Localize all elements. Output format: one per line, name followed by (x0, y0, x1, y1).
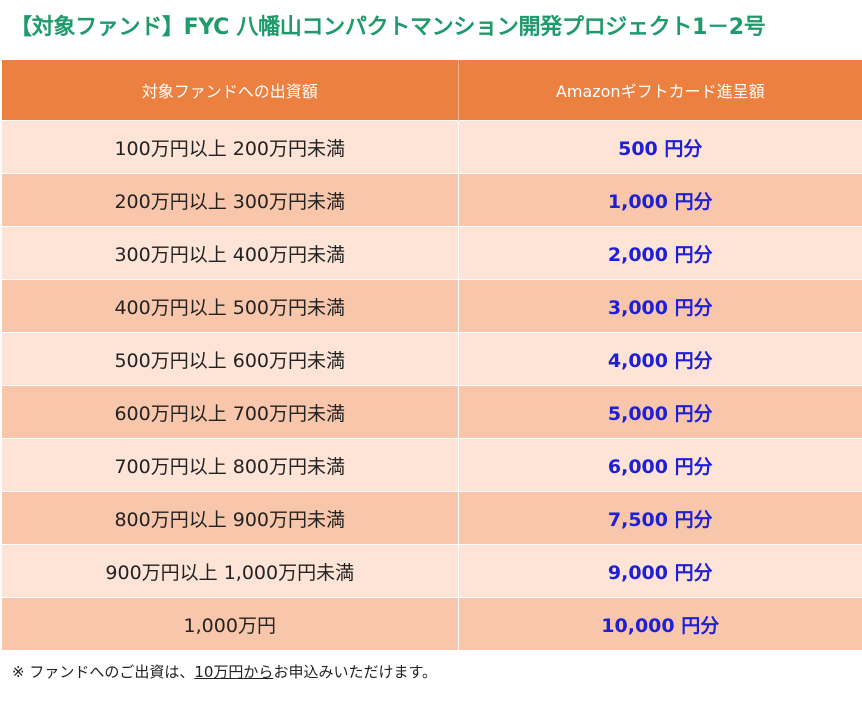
table-header-row: 対象ファンドへの出資額 Amazonギフトカード進呈額 (2, 60, 862, 121)
footnote-minimum-amount: 10万円から (194, 663, 274, 681)
gift-amount-cell: 6,000 円分 (458, 438, 862, 492)
gift-amount-cell: 7,500 円分 (458, 491, 862, 545)
table-row: 100万円以上 200万円未満 500 円分 (2, 120, 862, 174)
table-row: 200万円以上 300万円未満 1,000 円分 (2, 173, 862, 227)
footnote: ※ ファンドへのご出資は、10万円からお申込みいただけます。 (12, 660, 437, 684)
investment-range-cell: 900万円以上 1,000万円未満 (2, 544, 459, 598)
page-title: 【対象ファンド】FYC 八幡山コンパクトマンション開発プロジェクト1－2号 (10, 15, 766, 40)
investment-range-cell: 400万円以上 500万円未満 (2, 279, 459, 333)
table-row: 400万円以上 500万円未満 3,000 円分 (2, 279, 862, 333)
table-row: 1,000万円 10,000 円分 (2, 597, 862, 650)
table-row: 700万円以上 800万円未満 6,000 円分 (2, 438, 862, 492)
investment-range-cell: 300万円以上 400万円未満 (2, 226, 459, 280)
bonus-table-container: 対象ファンドへの出資額 Amazonギフトカード進呈額 100万円以上 200万… (2, 60, 862, 650)
gift-amount-cell: 500 円分 (458, 120, 862, 174)
investment-range-cell: 500万円以上 600万円未満 (2, 332, 459, 386)
gift-amount-cell: 9,000 円分 (458, 544, 862, 598)
gift-amount-cell: 3,000 円分 (458, 279, 862, 333)
gift-amount-cell: 2,000 円分 (458, 226, 862, 280)
investment-range-cell: 600万円以上 700万円未満 (2, 385, 459, 439)
gift-amount-cell: 10,000 円分 (458, 597, 862, 650)
header-gift-card-amount: Amazonギフトカード進呈額 (458, 60, 862, 121)
table-row: 300万円以上 400万円未満 2,000 円分 (2, 226, 862, 280)
gift-amount-cell: 4,000 円分 (458, 332, 862, 386)
investment-range-cell: 800万円以上 900万円未満 (2, 491, 459, 545)
gift-amount-cell: 5,000 円分 (458, 385, 862, 439)
table-row: 800万円以上 900万円未満 7,500 円分 (2, 491, 862, 545)
investment-range-cell: 100万円以上 200万円未満 (2, 120, 459, 174)
table-row: 600万円以上 700万円未満 5,000 円分 (2, 385, 862, 439)
footnote-prefix: ※ ファンドへのご出資は、 (12, 663, 195, 681)
investment-range-cell: 700万円以上 800万円未満 (2, 438, 459, 492)
table-row: 900万円以上 1,000万円未満 9,000 円分 (2, 544, 862, 598)
investment-range-cell: 1,000万円 (2, 597, 459, 650)
gift-amount-cell: 1,000 円分 (458, 173, 862, 227)
footnote-suffix: お申込みいただけます。 (273, 663, 437, 681)
investment-range-cell: 200万円以上 300万円未満 (2, 173, 459, 227)
table-row: 500万円以上 600万円未満 4,000 円分 (2, 332, 862, 386)
bonus-table: 対象ファンドへの出資額 Amazonギフトカード進呈額 100万円以上 200万… (2, 60, 862, 650)
header-investment-amount: 対象ファンドへの出資額 (2, 60, 459, 121)
